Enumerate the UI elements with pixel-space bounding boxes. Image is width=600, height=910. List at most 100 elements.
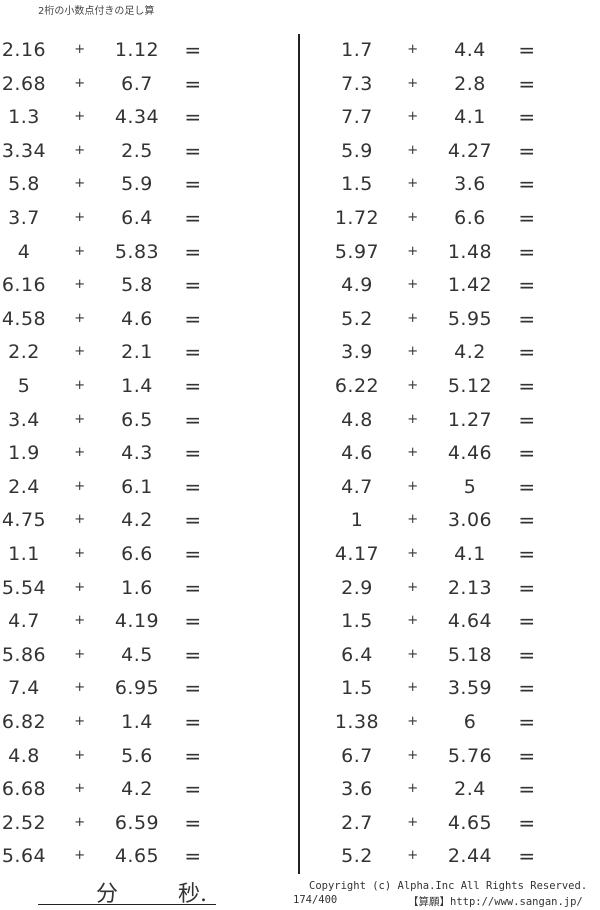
addend-a: 6.7 bbox=[341, 744, 373, 767]
addend-a: 4.7 bbox=[8, 610, 40, 633]
addend-a: 6.4 bbox=[341, 643, 373, 666]
plus-sign: + bbox=[74, 310, 86, 326]
plus-sign: + bbox=[407, 848, 419, 864]
addend-a: 5.9 bbox=[341, 139, 373, 162]
plus-sign: + bbox=[74, 781, 86, 797]
plus-sign: + bbox=[407, 243, 419, 259]
addend-a: 5.86 bbox=[1, 643, 47, 666]
plus-sign: + bbox=[74, 277, 86, 293]
equals-sign: = bbox=[184, 743, 202, 768]
equals-sign: = bbox=[518, 441, 536, 466]
addend-b: 3.6 bbox=[454, 173, 486, 196]
addend-b: 4.65 bbox=[447, 811, 493, 834]
equals-sign: = bbox=[184, 105, 202, 130]
addend-b: 1.4 bbox=[121, 375, 153, 397]
equals-sign: = bbox=[518, 374, 536, 398]
addend-a: 5.2 bbox=[341, 307, 373, 330]
equals-sign: = bbox=[184, 38, 202, 62]
equals-sign: = bbox=[518, 810, 536, 835]
equals-sign: = bbox=[184, 138, 202, 163]
plus-sign: + bbox=[407, 310, 419, 326]
plus-sign: + bbox=[407, 814, 419, 830]
copyright: Copyright (c) Alpha.Inc All Rights Reser… bbox=[309, 880, 588, 892]
addend-b: 1.6 bbox=[121, 576, 153, 599]
addend-b: 4.64 bbox=[447, 610, 493, 633]
addend-a: 2.2 bbox=[8, 341, 40, 364]
addend-b: 5.9 bbox=[121, 173, 153, 196]
equals-sign: = bbox=[518, 206, 536, 230]
addend-b: 1.48 bbox=[447, 240, 493, 263]
plus-sign: + bbox=[407, 176, 419, 192]
equals-sign: = bbox=[518, 609, 536, 634]
addend-a: 4.8 bbox=[8, 744, 40, 767]
addend-b: 2.5 bbox=[121, 139, 153, 162]
addend-a: 7.7 bbox=[341, 106, 373, 129]
addend-b: 2.4 bbox=[454, 778, 486, 801]
addend-b: 4.5 bbox=[121, 643, 153, 666]
addend-a: 5.8 bbox=[8, 173, 40, 196]
addend-b: 5.8 bbox=[121, 274, 153, 297]
equals-sign: = bbox=[184, 407, 202, 432]
equals-sign: = bbox=[518, 105, 536, 130]
plus-sign: + bbox=[74, 478, 86, 494]
addend-b: 2.8 bbox=[454, 72, 486, 95]
addend-b: 6.5 bbox=[121, 408, 153, 431]
addend-b: 6 bbox=[463, 711, 477, 733]
plus-sign: + bbox=[407, 546, 419, 561]
addend-a: 2.16 bbox=[1, 39, 47, 61]
addend-b: 5.18 bbox=[447, 643, 493, 666]
addend-a: 5.54 bbox=[1, 576, 47, 599]
equals-sign: = bbox=[184, 676, 202, 701]
seconds-label: 秒. bbox=[178, 882, 207, 907]
plus-sign: + bbox=[407, 680, 419, 696]
equals-sign: = bbox=[518, 340, 536, 365]
equals-sign: = bbox=[184, 844, 202, 869]
addend-a: 3.7 bbox=[8, 207, 40, 229]
plus-sign: + bbox=[407, 411, 419, 427]
plus-sign: + bbox=[74, 411, 86, 427]
addend-b: 2.13 bbox=[447, 576, 493, 599]
equals-sign: = bbox=[184, 172, 202, 197]
addend-a: 2.7 bbox=[341, 811, 373, 834]
equals-sign: = bbox=[184, 474, 202, 499]
plus-sign: + bbox=[407, 109, 419, 125]
addend-a: 1.5 bbox=[341, 610, 373, 633]
addend-b: 4.46 bbox=[447, 442, 493, 465]
addend-a: 4.9 bbox=[341, 274, 373, 297]
addend-b: 4.6 bbox=[121, 307, 153, 330]
addend-b: 5.83 bbox=[114, 240, 160, 263]
plus-sign: + bbox=[74, 747, 86, 763]
equals-sign: = bbox=[518, 239, 536, 264]
addend-a: 1 bbox=[350, 509, 364, 532]
equals-sign: = bbox=[184, 441, 202, 466]
addend-a: 6.68 bbox=[1, 778, 47, 801]
plus-sign: + bbox=[74, 646, 86, 662]
equals-sign: = bbox=[184, 239, 202, 264]
plus-sign: + bbox=[74, 613, 86, 629]
addend-b: 6.1 bbox=[121, 475, 153, 498]
equals-sign: = bbox=[184, 71, 202, 96]
addend-a: 1.38 bbox=[334, 711, 380, 733]
addend-a: 6.16 bbox=[1, 274, 47, 297]
equals-sign: = bbox=[518, 642, 536, 667]
equals-sign: = bbox=[518, 138, 536, 163]
plus-sign: + bbox=[74, 142, 86, 158]
addend-b: 6.59 bbox=[114, 811, 160, 834]
addend-b: 5 bbox=[463, 475, 477, 498]
equals-sign: = bbox=[518, 407, 536, 432]
addend-a: 5.97 bbox=[334, 240, 380, 263]
addend-b: 4.19 bbox=[114, 610, 160, 633]
equals-sign: = bbox=[184, 306, 202, 331]
addend-a: 5 bbox=[17, 375, 31, 397]
equals-sign: = bbox=[518, 38, 536, 62]
addend-a: 1.7 bbox=[341, 39, 373, 61]
plus-sign: + bbox=[74, 680, 86, 696]
addend-b: 1.12 bbox=[114, 39, 160, 61]
addend-b: 6.6 bbox=[121, 543, 153, 565]
plus-sign: + bbox=[74, 75, 86, 91]
plus-sign: + bbox=[74, 378, 86, 393]
plus-sign: + bbox=[74, 243, 86, 259]
plus-sign: + bbox=[407, 210, 419, 225]
addend-a: 4.8 bbox=[341, 408, 373, 431]
addend-b: 5.95 bbox=[447, 307, 493, 330]
